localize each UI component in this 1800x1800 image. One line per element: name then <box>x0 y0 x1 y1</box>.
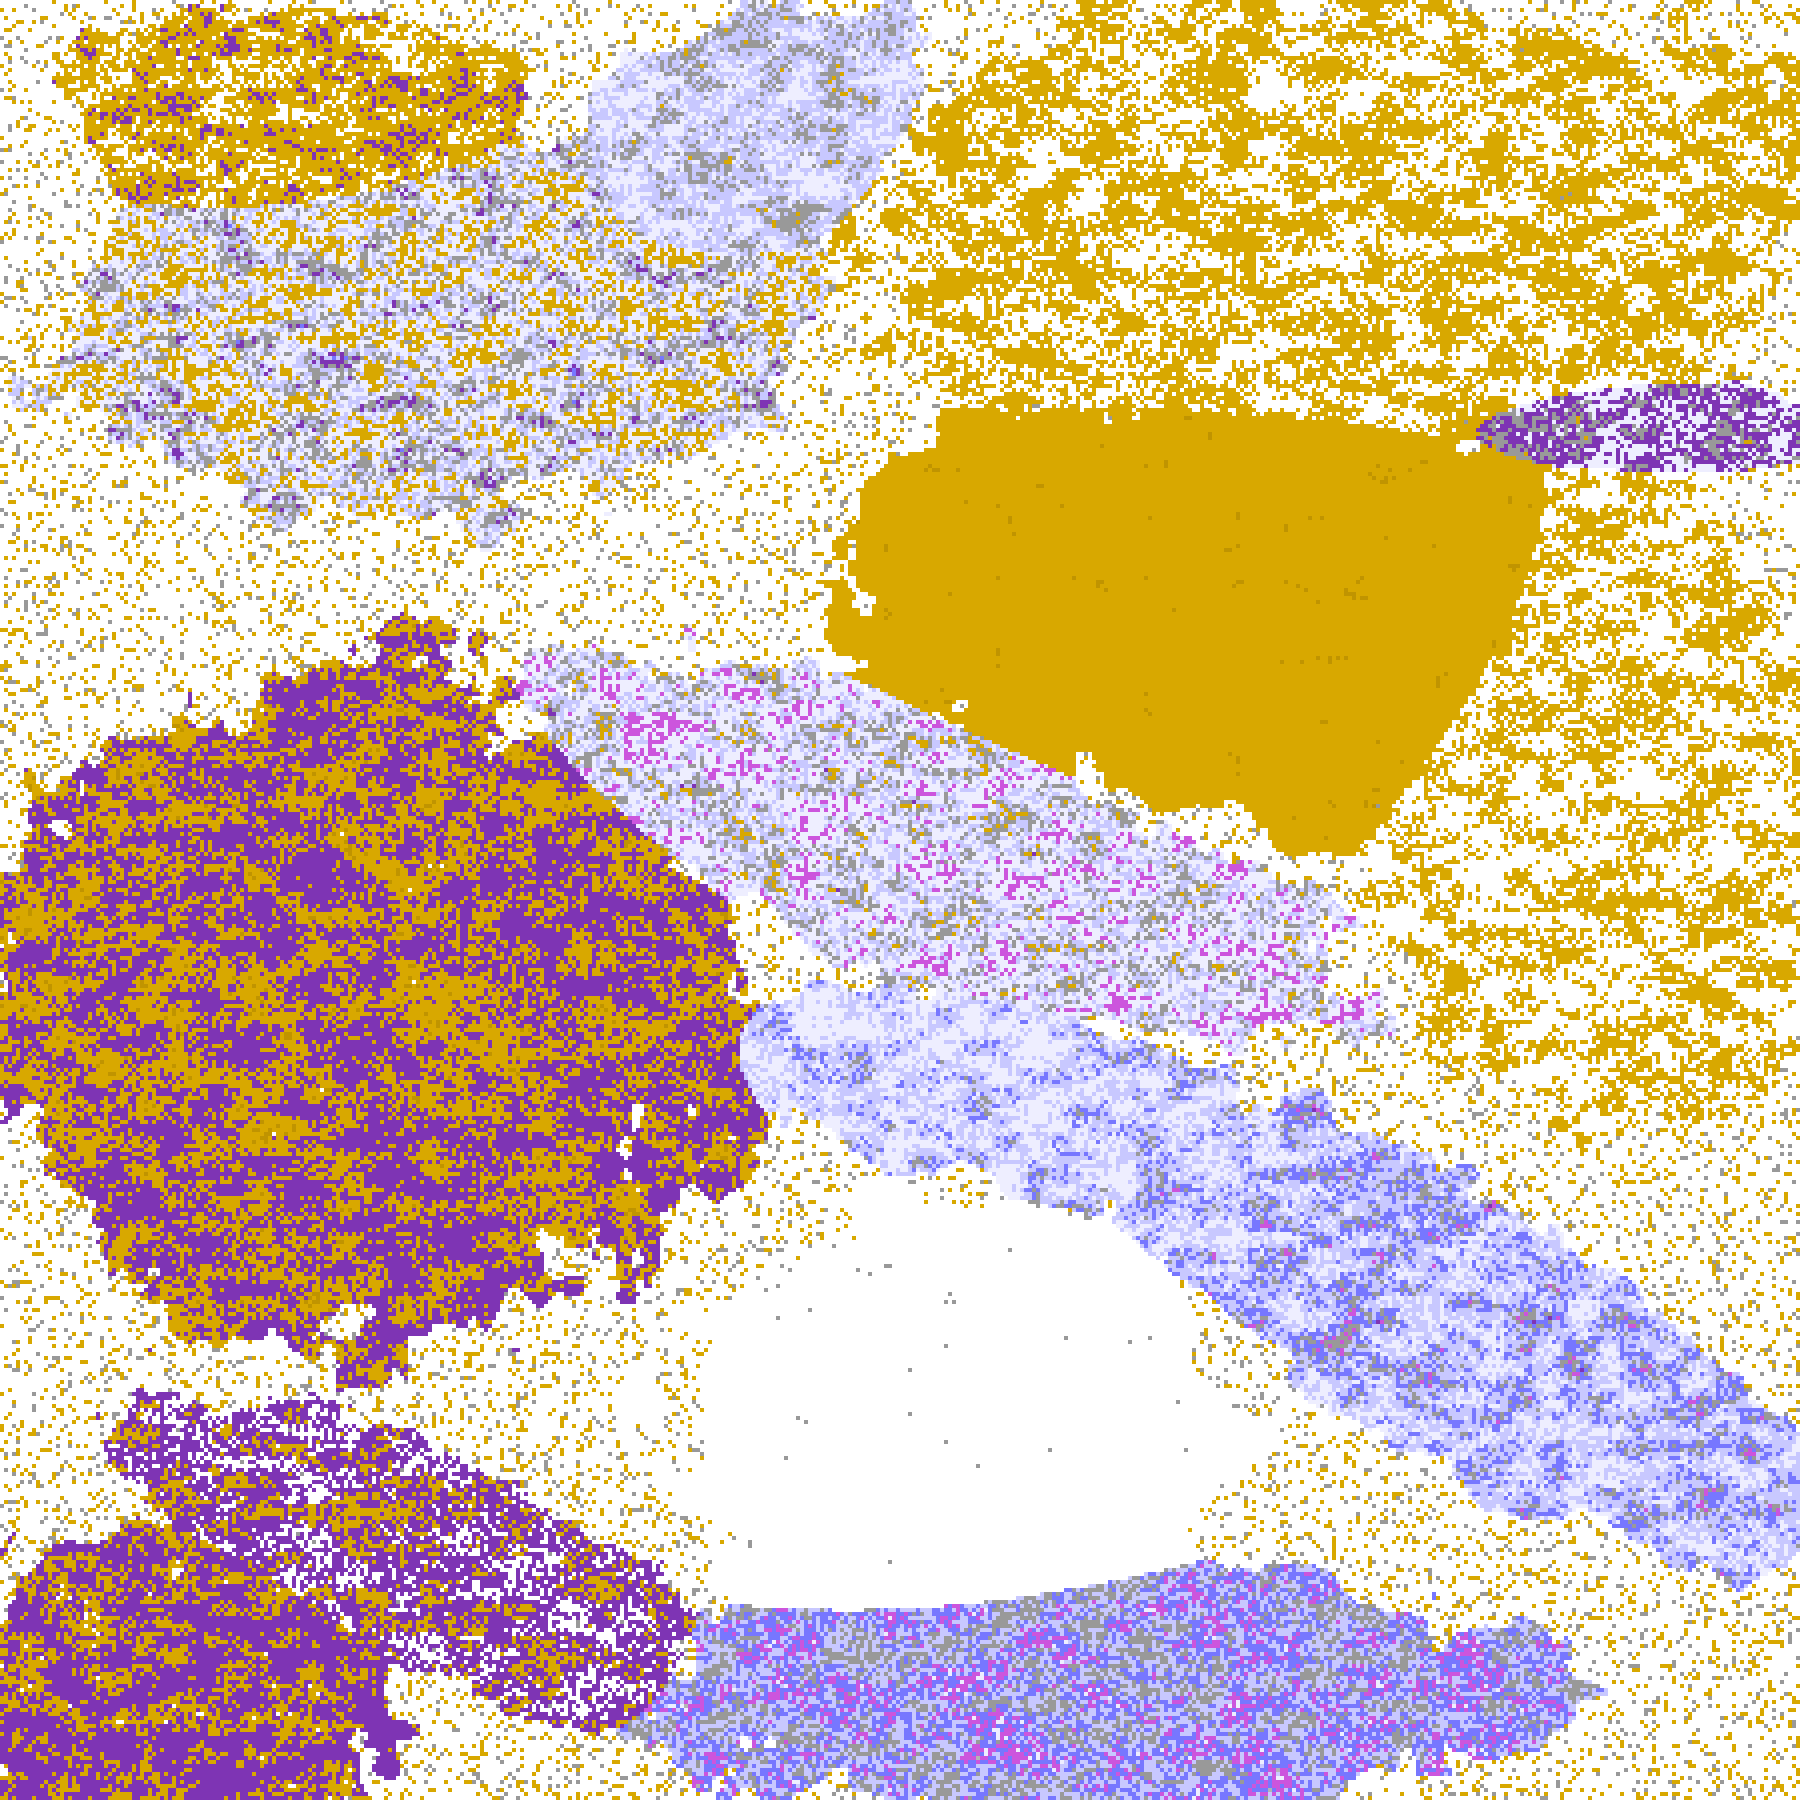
satellite-classification-map <box>0 0 1800 1800</box>
cloud-classification-raster <box>0 0 1800 1800</box>
